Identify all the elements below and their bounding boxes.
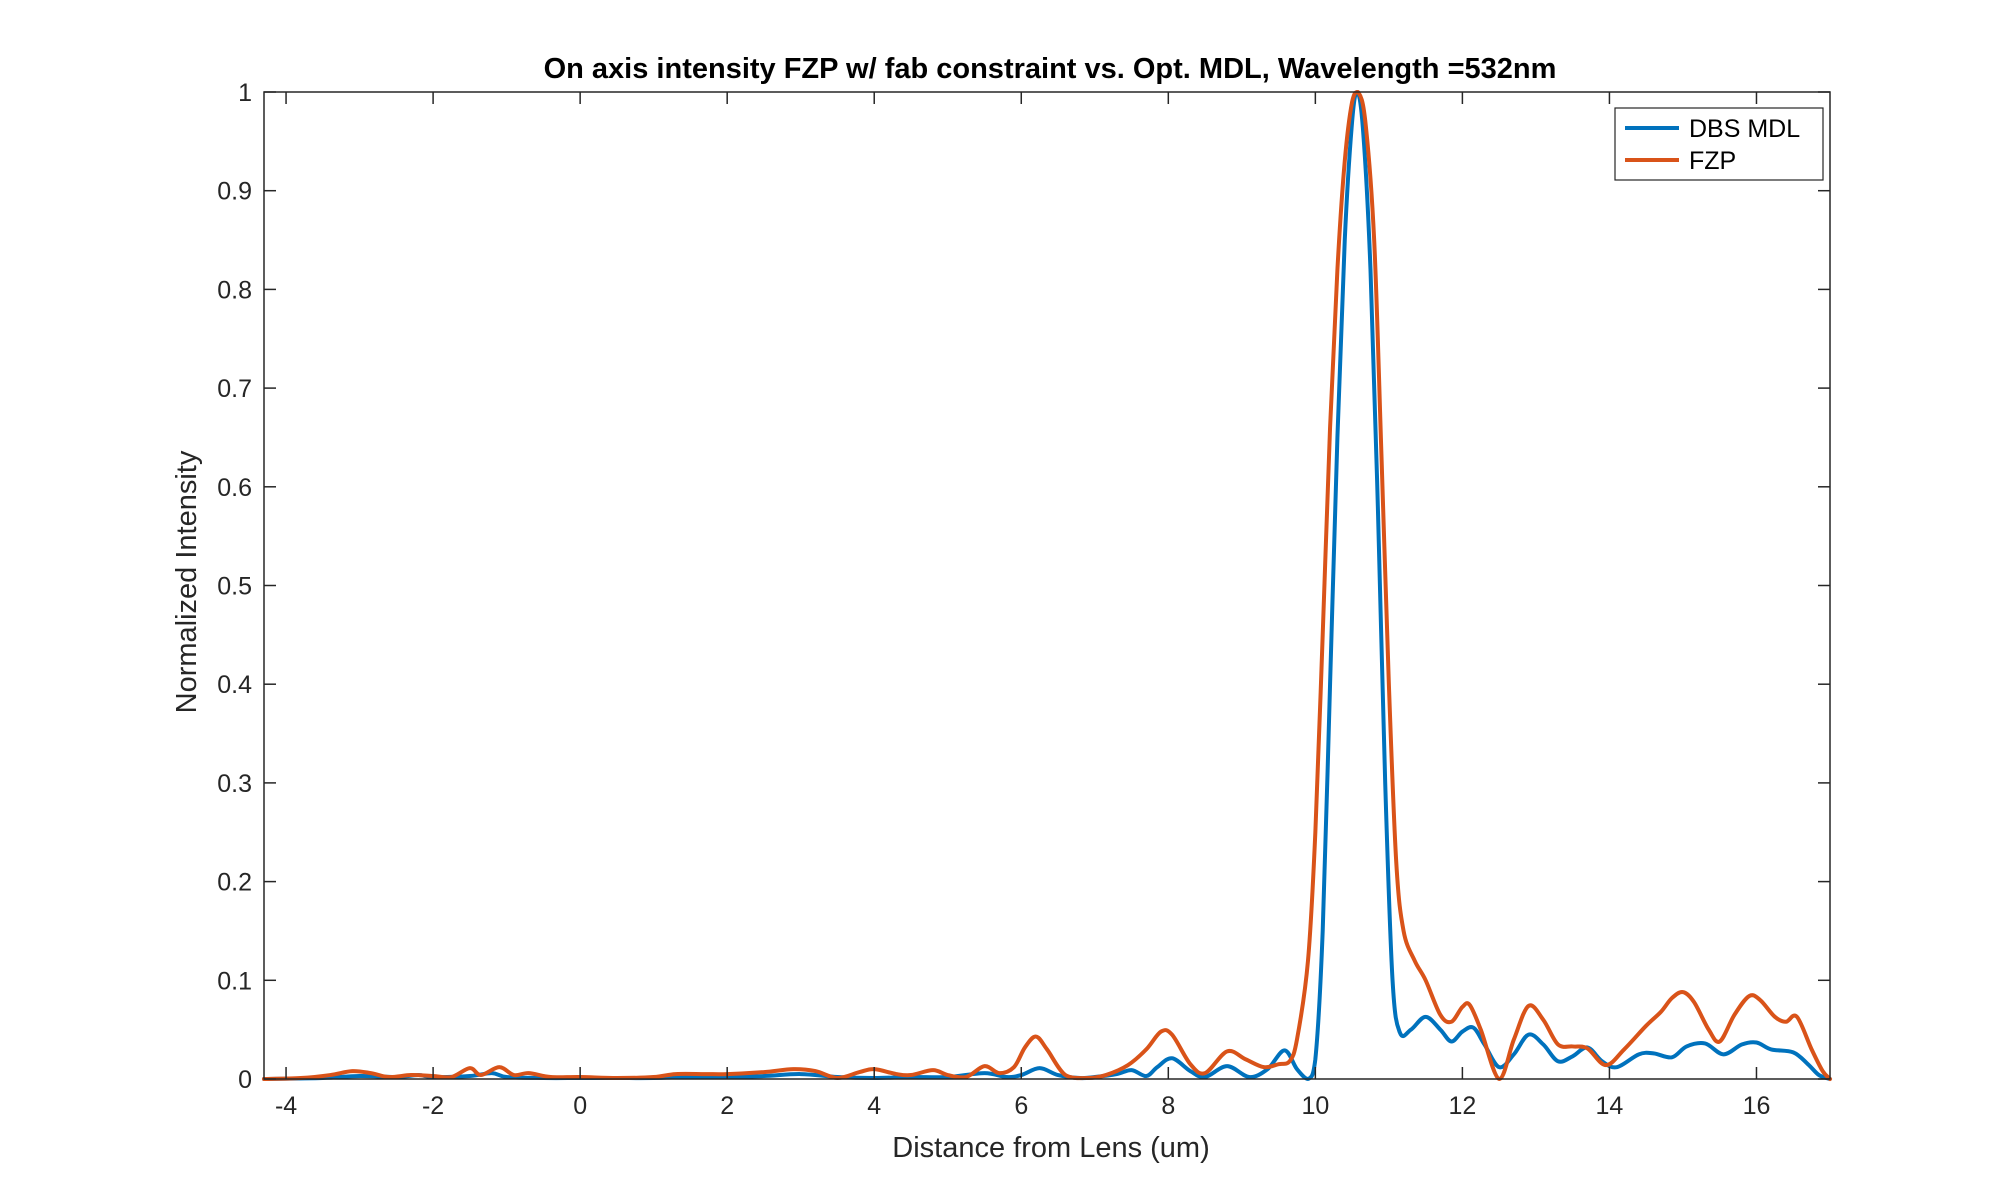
x-tick-label: 12 [1448, 1092, 1476, 1120]
legend-label-dbs-mdl: DBS MDL [1689, 115, 1800, 143]
chart-title: On axis intensity FZP w/ fab constraint … [544, 53, 1557, 85]
x-tick-label: 16 [1743, 1092, 1771, 1120]
y-tick-label: 0.3 [217, 770, 252, 798]
x-axis-label: Distance from Lens (um) [892, 1132, 1210, 1164]
y-tick-label: 1 [238, 79, 252, 107]
legend-box [1614, 107, 1824, 181]
x-tick-label: 8 [1161, 1092, 1175, 1120]
legend: DBS MDL FZP [1614, 107, 1824, 181]
x-tick-label: 2 [720, 1092, 734, 1120]
y-tick-label: 0.5 [217, 573, 252, 601]
x-tick-label: -2 [422, 1092, 444, 1120]
y-tick-label: 0.7 [217, 375, 252, 403]
x-tick-label: 14 [1596, 1092, 1624, 1120]
y-axis-label: Normalized Intensity [171, 450, 203, 713]
y-tick-label: 0.4 [217, 671, 252, 699]
y-tick-label: 0.8 [217, 276, 252, 304]
y-tick-label: 0.2 [217, 869, 252, 897]
axes-layer: -4 -2 0 2 4 6 8 10 12 14 16 0 0.1 0.2 0.3 0.4 0.5 0.6 0.7 0… [217, 79, 1831, 1120]
x-tick-label: -4 [275, 1092, 297, 1120]
y-tick-label: 0.6 [217, 474, 252, 502]
series-line-fzp [262, 90, 1832, 1081]
plot-background [264, 92, 1830, 1079]
plot-area [264, 92, 1830, 1079]
x-tick-label: 0 [573, 1092, 587, 1120]
y-tick-label: 0.1 [217, 967, 252, 995]
x-tick-label: 4 [867, 1092, 881, 1120]
x-tick-label: 10 [1301, 1092, 1329, 1120]
series-layer [262, 90, 1832, 1081]
legend-label-fzp: FZP [1689, 147, 1736, 175]
y-tick-label: 0.9 [217, 178, 252, 206]
x-tick-label: 6 [1014, 1092, 1028, 1120]
y-tick-label: 0 [238, 1066, 252, 1094]
